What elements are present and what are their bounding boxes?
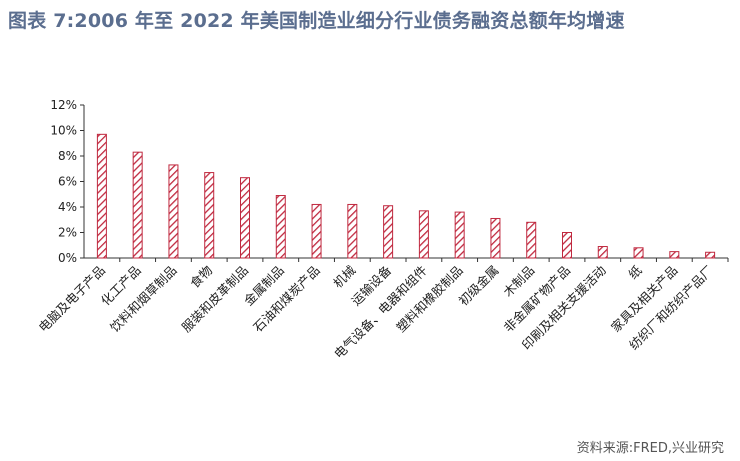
category-label: 电脑及电子产品 xyxy=(36,263,108,335)
y-tick-label: 4% xyxy=(58,200,77,214)
bar xyxy=(96,133,107,259)
y-tick-label: 8% xyxy=(58,149,77,163)
category-label: 初级金属 xyxy=(456,263,502,309)
bar xyxy=(490,217,501,259)
bar xyxy=(132,151,143,259)
bar xyxy=(454,211,465,259)
figure-title: 图表 7:2006 年至 2022 年美国制造业细分行业债务融资总额年均增速 xyxy=(8,10,625,32)
y-tick-label: 6% xyxy=(58,175,77,189)
axes: 0% 2% 4% 6% 8% 10% 12% xyxy=(50,98,729,265)
bar xyxy=(526,221,537,259)
bar xyxy=(204,172,215,259)
y-tick-label: 0% xyxy=(58,251,77,265)
bar xyxy=(633,247,644,259)
bars xyxy=(96,133,716,259)
bar xyxy=(669,251,680,259)
bar xyxy=(597,246,608,259)
bar xyxy=(275,195,286,259)
category-label: 纸 xyxy=(625,262,645,282)
y-tick-label: 2% xyxy=(58,226,77,240)
y-tick-label: 12% xyxy=(50,98,77,112)
category-label: 机械 xyxy=(330,262,359,291)
bar xyxy=(311,203,322,259)
category-label: 食物 xyxy=(187,263,215,291)
bar xyxy=(240,177,250,259)
bar xyxy=(418,210,429,259)
bar xyxy=(168,164,179,259)
source-note: 资料来源:FRED,兴业研究 xyxy=(576,441,724,456)
bar xyxy=(705,251,716,259)
bar xyxy=(562,232,572,259)
y-tick-label: 10% xyxy=(50,124,77,138)
bar xyxy=(383,205,394,259)
bar xyxy=(347,203,358,259)
